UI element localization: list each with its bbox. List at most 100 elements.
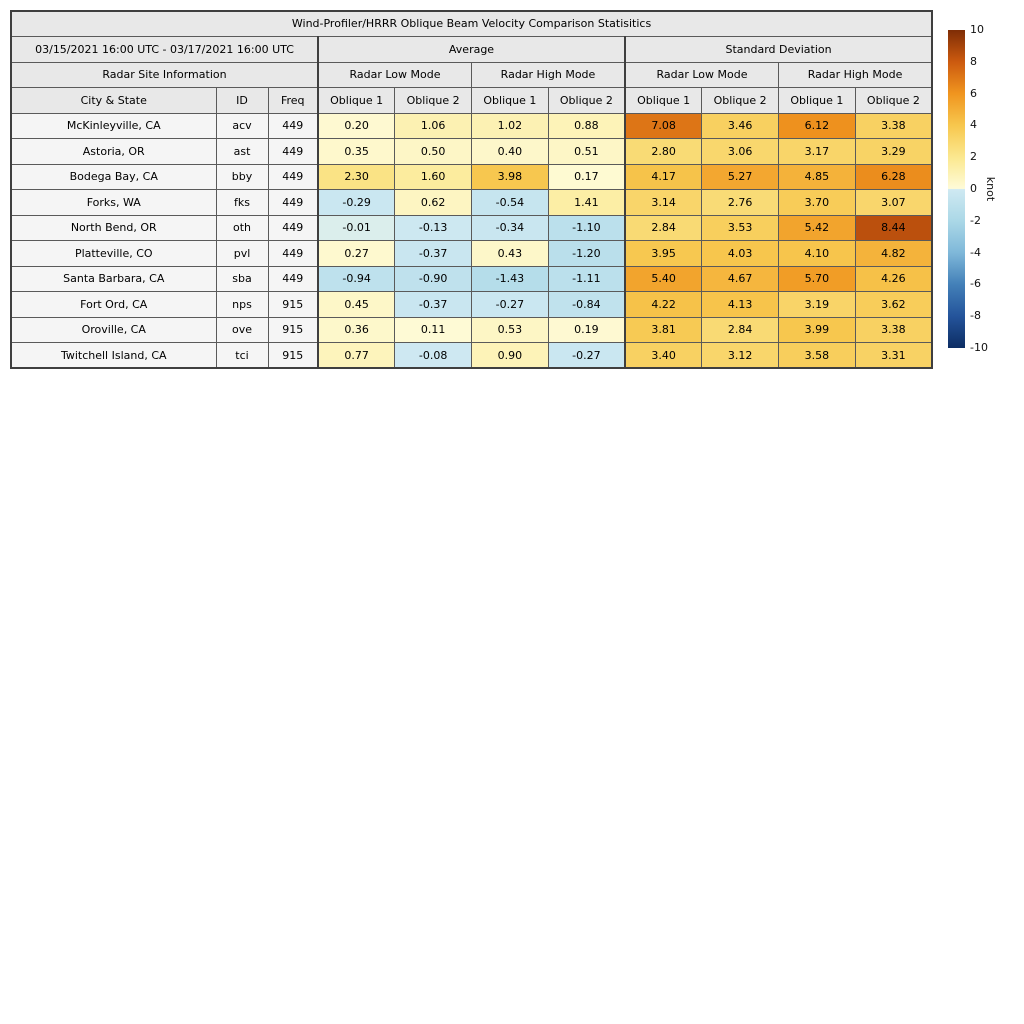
radar-site-info-header: Radar Site Information (10, 61, 319, 88)
value-cell: 4.10 (778, 240, 856, 267)
value-cell: 2.76 (701, 189, 779, 216)
site-id-cell: nps (215, 291, 269, 318)
site-id-cell: sba (215, 265, 269, 292)
value-cell: -0.01 (317, 214, 396, 241)
value-cell: 0.90 (471, 342, 549, 369)
freq-cell: 915 (267, 342, 319, 369)
value-cell: 0.45 (317, 291, 396, 318)
value-cell: 0.11 (394, 316, 472, 343)
column-header-id: ID (215, 86, 269, 114)
value-cell: 3.58 (778, 342, 856, 369)
freq-cell: 449 (267, 112, 319, 139)
value-cell: -0.84 (547, 291, 626, 318)
freq-cell: 449 (267, 163, 319, 190)
value-cell: 0.51 (547, 138, 626, 165)
colorbar-tick-label: -2 (970, 213, 981, 227)
table-row: Bodega Bay, CA bby 449 2.30 1.60 3.98 0.17 4.17… (10, 163, 933, 190)
city-state-cell: Santa Barbara, CA (10, 265, 217, 292)
value-cell: 3.31 (854, 342, 933, 369)
mode-header-avg-high: Radar High Mode (471, 61, 626, 88)
column-header-oblique: Oblique 1 (624, 86, 703, 114)
colorbar-tick-label: 8 (970, 54, 977, 68)
value-cell: -0.37 (394, 291, 472, 318)
value-cell: 0.20 (317, 112, 396, 139)
value-cell: 2.84 (701, 316, 779, 343)
colorbar-tick-label: -4 (970, 245, 981, 259)
column-header-oblique: Oblique 1 (317, 86, 396, 114)
value-cell: -1.11 (547, 265, 626, 292)
site-id-cell: oth (215, 214, 269, 241)
table-row: McKinleyville, CA acv 449 0.20 1.06 1.02 0.88 7… (10, 112, 933, 139)
colorbar-tick-label: 6 (970, 86, 977, 100)
value-cell: 4.85 (778, 163, 856, 190)
value-cell: 1.06 (394, 112, 472, 139)
table-title: Wind-Profiler/HRRR Oblique Beam Velocity… (10, 10, 933, 37)
colorbar-gradient (948, 30, 965, 348)
value-cell: -0.37 (394, 240, 472, 267)
mode-header-std-low: Radar Low Mode (624, 61, 779, 88)
value-cell: -0.27 (547, 342, 626, 369)
colorbar-tick-label: 10 (970, 23, 984, 36)
value-cell: -1.43 (471, 265, 549, 292)
table-row: Fort Ord, CA nps 915 0.45 -0.37 -0.27 -0.84 4.2… (10, 291, 933, 318)
column-header-oblique: Oblique 2 (701, 86, 779, 114)
value-cell: 0.19 (547, 316, 626, 343)
value-cell: 0.17 (547, 163, 626, 190)
colorbar: 10 8 6 4 2 0 -2 -4 -6 -8 -10 (948, 23, 1018, 354)
colorbar-unit-label: knot (984, 176, 997, 202)
value-cell: 3.53 (701, 214, 779, 241)
value-cell: 3.07 (854, 189, 933, 216)
column-header-city-state: City & State (10, 86, 217, 114)
value-cell: 4.22 (624, 291, 703, 318)
site-id-cell: ove (215, 316, 269, 343)
value-cell: 2.80 (624, 138, 703, 165)
table-row: Santa Barbara, CA sba 449 -0.94 -0.90 -1.43 -1… (10, 265, 933, 292)
city-state-cell: Platteville, CO (10, 240, 217, 267)
value-cell: 0.35 (317, 138, 396, 165)
value-cell: 1.02 (471, 112, 549, 139)
colorbar-tick-label: -6 (970, 277, 981, 291)
value-cell: 3.14 (624, 189, 703, 216)
table-row: North Bend, OR oth 449 -0.01 -0.13 -0.34 -1.10… (10, 214, 933, 241)
column-header-freq: Freq (267, 86, 319, 114)
value-cell: 6.28 (854, 163, 933, 190)
value-cell: 2.84 (624, 214, 703, 241)
value-cell: 3.95 (624, 240, 703, 267)
city-state-cell: Astoria, OR (10, 138, 217, 165)
site-id-cell: ast (215, 138, 269, 165)
value-cell: 0.50 (394, 138, 472, 165)
value-cell: 0.77 (317, 342, 396, 369)
value-cell: -0.54 (471, 189, 549, 216)
value-cell: -0.34 (471, 214, 549, 241)
city-state-cell: Fort Ord, CA (10, 291, 217, 318)
value-cell: 5.40 (624, 265, 703, 292)
site-id-cell: fks (215, 189, 269, 216)
site-id-cell: acv (215, 112, 269, 139)
value-cell: 4.03 (701, 240, 779, 267)
value-cell: 6.12 (778, 112, 856, 139)
colorbar-tick-label: 0 (970, 182, 977, 195)
value-cell: 3.81 (624, 316, 703, 343)
table-row: Astoria, OR ast 449 0.35 0.50 0.40 0.51 2.80 3.0… (10, 138, 933, 165)
city-state-cell: North Bend, OR (10, 214, 217, 241)
city-state-cell: McKinleyville, CA (10, 112, 217, 139)
value-cell: 0.62 (394, 189, 472, 216)
freq-cell: 915 (267, 291, 319, 318)
value-cell: 2.30 (317, 163, 396, 190)
column-header-oblique: Oblique 1 (471, 86, 549, 114)
city-state-cell: Bodega Bay, CA (10, 163, 217, 190)
value-cell: -1.20 (547, 240, 626, 267)
value-cell: 4.17 (624, 163, 703, 190)
site-id-cell: bby (215, 163, 269, 190)
value-cell: -0.08 (394, 342, 472, 369)
value-cell: 0.53 (471, 316, 549, 343)
value-cell: 5.27 (701, 163, 779, 190)
city-state-cell: Oroville, CA (10, 316, 217, 343)
value-cell: 3.38 (854, 112, 933, 139)
value-cell: 0.27 (317, 240, 396, 267)
value-cell: 0.43 (471, 240, 549, 267)
value-cell: 4.26 (854, 265, 933, 292)
freq-cell: 449 (267, 189, 319, 216)
freq-cell: 449 (267, 214, 319, 241)
value-cell: 3.06 (701, 138, 779, 165)
